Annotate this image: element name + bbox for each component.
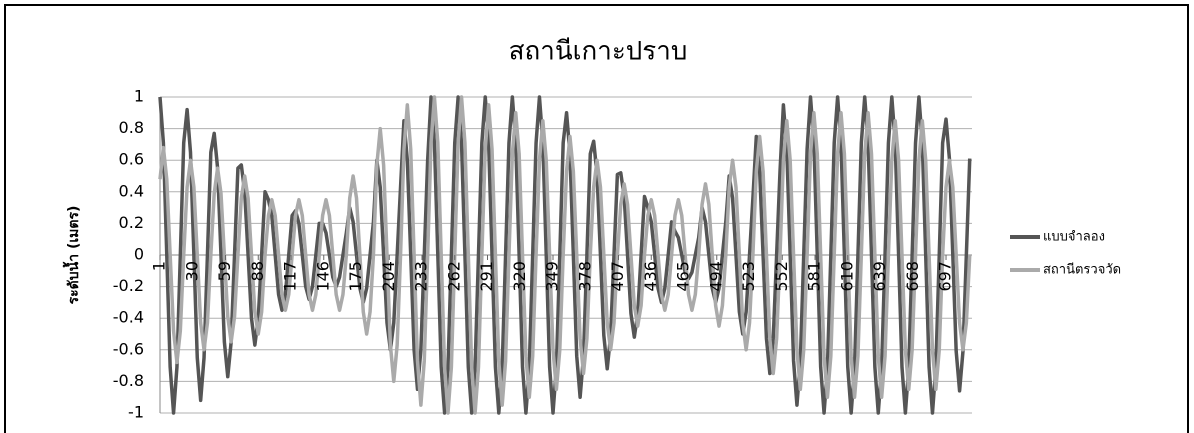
x-tick-label: 30 xyxy=(182,261,201,281)
x-tick-label: 465 xyxy=(674,261,693,292)
chart-title: สถานีเกาะปราบ xyxy=(509,37,688,67)
x-tick-label: 262 xyxy=(444,261,463,292)
y-axis-title: ระดับน้ำ (เมตร) xyxy=(62,206,82,305)
x-tick-label: 146 xyxy=(313,261,332,292)
y-tick-label: -1 xyxy=(128,403,144,422)
y-tick-label: 1 xyxy=(134,87,144,106)
x-tick-label: 175 xyxy=(346,261,365,292)
x-tick-label: 610 xyxy=(837,261,856,292)
y-tick-label: 0.8 xyxy=(119,118,144,137)
x-tick-label: 117 xyxy=(281,261,300,292)
x-tick-label: 59 xyxy=(215,261,234,281)
y-tick-label: 0.4 xyxy=(119,181,144,200)
x-tick-label: 581 xyxy=(805,261,824,292)
x-tick-label: 697 xyxy=(936,261,955,292)
x-tick-label: 407 xyxy=(608,261,627,292)
x-tick-label: 494 xyxy=(706,261,725,292)
x-tick-label: 639 xyxy=(870,261,889,292)
x-tick-label: 349 xyxy=(543,261,562,292)
x-tick-label: 668 xyxy=(903,261,922,292)
x-tick-label: 1 xyxy=(150,261,169,271)
y-tick-label: -0.2 xyxy=(113,276,144,295)
y-tick-label: 0.2 xyxy=(119,213,144,232)
x-tick-label: 291 xyxy=(477,261,496,292)
legend-label: แบบจำลอง xyxy=(1043,230,1105,245)
y-tick-label: -0.4 xyxy=(113,308,144,327)
y-tick-label: -0.8 xyxy=(113,371,144,390)
x-tick-label: 88 xyxy=(248,261,267,281)
y-tick-label: 0.6 xyxy=(119,150,144,169)
x-tick-label: 436 xyxy=(641,261,660,292)
series-line xyxy=(158,95,972,415)
legend-label: สถานีตรวจวัด xyxy=(1043,262,1121,278)
x-tick-label: 378 xyxy=(575,261,594,292)
y-tick-label: 0 xyxy=(134,245,144,264)
x-tick-label: 204 xyxy=(379,261,398,292)
y-tick-label: -0.6 xyxy=(113,339,144,358)
x-tick-label: 233 xyxy=(412,261,431,292)
x-tick-label: 523 xyxy=(739,261,758,292)
x-tick-label: 552 xyxy=(772,261,791,292)
x-tick-label: 320 xyxy=(510,261,529,292)
